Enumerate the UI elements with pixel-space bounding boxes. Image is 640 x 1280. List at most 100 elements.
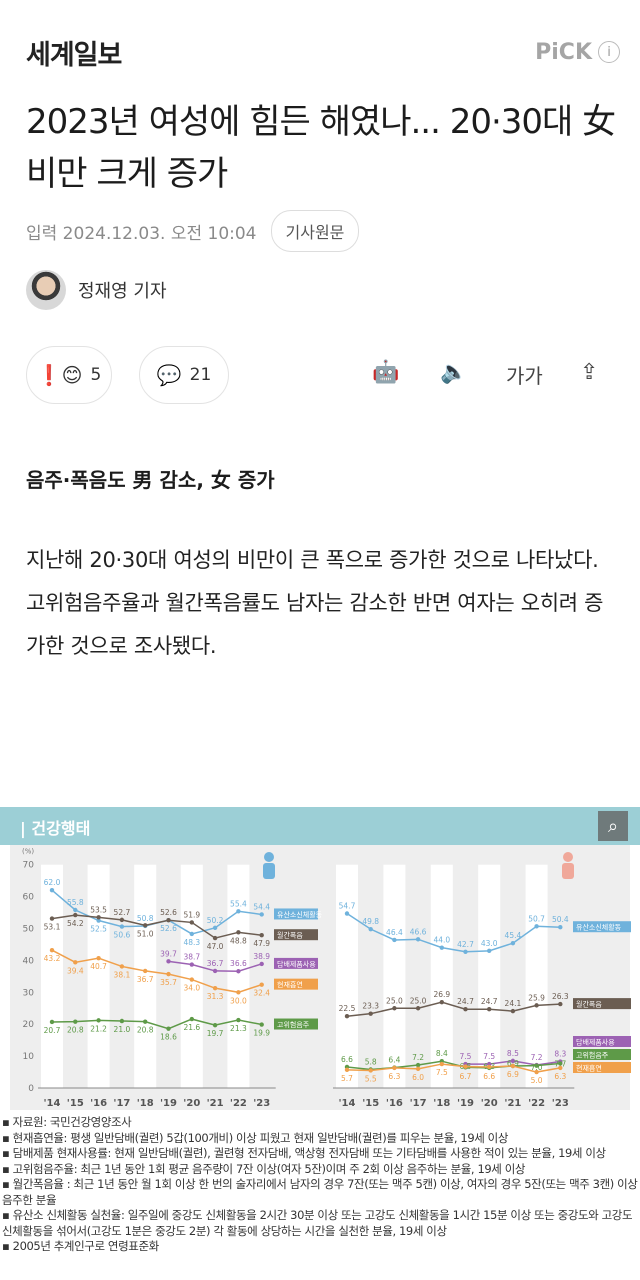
x-tick-label: '20 xyxy=(481,1098,498,1109)
pick-badge[interactable]: PiCK i xyxy=(535,40,620,65)
data-point xyxy=(212,1022,218,1028)
data-label: 49.8 xyxy=(362,917,379,926)
data-label: 43.2 xyxy=(44,954,61,963)
data-point xyxy=(166,918,171,923)
legend-label: 현재흡연 xyxy=(277,980,303,989)
infographic-notes: ▪ 자료원: 국민건강영양조사 ▪ 현재흡연율: 평생 일반담배(궐련) 5갑(1… xyxy=(0,1115,640,1255)
reaction-button[interactable]: ❗😊 5 xyxy=(26,346,112,404)
legend-swatch xyxy=(573,1036,631,1047)
data-label: 6.4 xyxy=(388,1056,400,1065)
data-point xyxy=(487,1007,492,1012)
data-point xyxy=(236,930,241,935)
x-tick-label: '21 xyxy=(504,1098,521,1109)
series-line xyxy=(51,914,262,939)
article-subhead: 음주·폭음도 男 감소, 女 증가 xyxy=(26,468,275,492)
data-point xyxy=(415,937,421,942)
data-point xyxy=(49,1019,55,1025)
legend-swatch xyxy=(274,978,318,990)
x-tick-label: '16 xyxy=(90,1098,107,1109)
y-unit-label: (%) xyxy=(22,848,34,856)
original-article-button[interactable]: 기사원문 xyxy=(270,210,360,252)
data-label: 38.7 xyxy=(183,953,200,962)
x-tick-label: '18 xyxy=(433,1098,450,1109)
data-label: 62.0 xyxy=(44,878,61,887)
data-point xyxy=(368,1068,373,1073)
data-point xyxy=(558,1001,563,1007)
note-item: ▪ 담배제품 현재사용률: 현재 일반담배(궐련), 궐련형 전자담배, 액상형… xyxy=(2,1146,606,1160)
data-label: 47.9 xyxy=(253,939,270,948)
robot-summary-icon[interactable]: 🤖 xyxy=(372,360,400,385)
year-band xyxy=(134,864,157,1088)
female-figure-icon-body xyxy=(562,863,574,879)
action-bar: ❗😊 5 💬 21 🤖 🔈 가가 ⇪ xyxy=(26,346,620,404)
data-point xyxy=(439,1061,444,1067)
data-label: 46.6 xyxy=(410,927,427,936)
data-point xyxy=(73,960,78,965)
data-label: 7.2 xyxy=(412,1053,424,1062)
data-point xyxy=(96,1018,101,1023)
data-label: 5.7 xyxy=(341,1074,353,1083)
data-point xyxy=(119,917,125,923)
data-point xyxy=(212,968,218,974)
data-point xyxy=(73,912,78,918)
data-label: 36.6 xyxy=(230,959,247,968)
brand-row: 세계일보 PiCK i xyxy=(26,30,620,74)
legend-swatch xyxy=(573,921,631,933)
note-item: ▪ 고위험음주율: 최근 1년 동안 1회 평균 음주량이 7잔 이상(여자 5… xyxy=(2,1161,526,1176)
share-icon[interactable]: ⇪ xyxy=(580,360,599,385)
legend-swatch xyxy=(274,929,318,941)
data-point xyxy=(259,961,264,967)
year-band xyxy=(180,864,203,1088)
data-point xyxy=(463,949,468,954)
comment-button[interactable]: 💬 21 xyxy=(139,346,229,404)
author[interactable]: 정재영 기자 xyxy=(26,270,620,310)
year-band xyxy=(41,864,63,1088)
image-zoom-button[interactable]: ⌕ xyxy=(598,811,628,841)
x-tick-label: '14 xyxy=(44,1098,61,1109)
data-point xyxy=(236,1017,241,1023)
male-figure-icon xyxy=(264,852,274,862)
info-icon[interactable]: i xyxy=(598,41,620,63)
note-item: ▪ 현재흡연율: 평생 일반담배(궐련) 5갑(100개비) 이상 피웠고 현재… xyxy=(2,1130,509,1145)
data-label: 22.5 xyxy=(339,1004,356,1013)
data-point xyxy=(143,1019,148,1024)
infographic-title: 건강행태 xyxy=(31,819,91,838)
note-item: ▪ 유산소 신체활동 실천율: 일주일에 중강도 신체활동을 2시간 30분 이… xyxy=(2,1208,633,1238)
data-label: 50.7 xyxy=(528,914,545,923)
data-point xyxy=(558,1061,563,1066)
series-line xyxy=(51,949,262,994)
data-label: 21.0 xyxy=(114,1025,131,1034)
data-label: 32.4 xyxy=(253,989,270,998)
legend-label: 유산소신체활동 xyxy=(277,910,323,919)
data-point xyxy=(212,935,218,941)
font-size-button[interactable]: 가가 xyxy=(506,364,543,388)
x-tick-label: '23 xyxy=(253,1098,270,1109)
x-tick-label: '19 xyxy=(457,1098,474,1109)
series-line xyxy=(346,912,561,953)
data-label: 6.0 xyxy=(412,1073,424,1082)
data-label: 52.7 xyxy=(114,908,131,917)
speaker-icon[interactable]: 🔈 xyxy=(440,360,468,385)
data-point xyxy=(415,1066,421,1072)
data-point xyxy=(143,968,148,974)
data-point xyxy=(558,1065,563,1071)
data-point xyxy=(166,1026,171,1031)
data-point xyxy=(344,911,350,916)
x-tick-label: '17 xyxy=(410,1098,427,1109)
data-label: 31.3 xyxy=(207,992,224,1001)
data-label: 50.8 xyxy=(137,914,154,923)
data-point xyxy=(73,1019,78,1024)
brand-logo[interactable]: 세계일보 xyxy=(26,39,122,71)
series-line xyxy=(51,1018,262,1030)
data-point xyxy=(259,982,264,987)
article-body: 지난해 20·30대 여성의 비만이 큰 폭으로 증가한 것으로 나타났다. 고… xyxy=(26,548,604,658)
data-point xyxy=(368,1011,373,1016)
data-label: 50.4 xyxy=(552,915,569,924)
data-label: 26.9 xyxy=(433,990,450,999)
data-label: 20.7 xyxy=(44,1026,61,1035)
data-point xyxy=(119,1018,125,1024)
data-point xyxy=(189,1016,194,1022)
data-label: 6.3 xyxy=(554,1072,566,1081)
data-label: 48.3 xyxy=(183,938,200,947)
data-label: 6.6 xyxy=(341,1055,353,1064)
